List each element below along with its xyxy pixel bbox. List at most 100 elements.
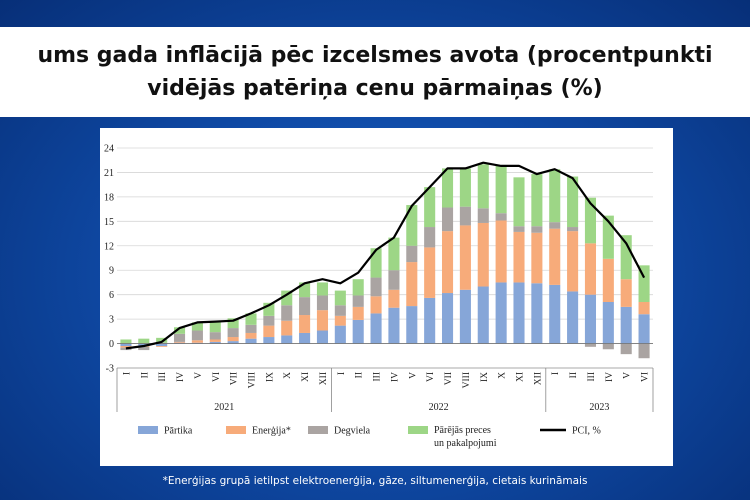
bar-segment-energy — [584, 243, 597, 295]
x-tick-label: VI — [212, 372, 222, 382]
bar-segment-other — [531, 174, 543, 227]
bar-segment-energy — [299, 315, 311, 333]
bar-segment-other — [173, 327, 186, 334]
bar-segment-other — [138, 338, 150, 344]
bar-segment-fuel — [441, 207, 454, 232]
bar-segment-food — [209, 341, 221, 344]
x-tick-label: II — [355, 372, 365, 378]
bar-segment-energy — [513, 231, 525, 283]
bar-segment-food — [316, 330, 329, 344]
bar-segment-food — [245, 338, 257, 344]
legend-label: un pakalpojumi — [434, 438, 497, 449]
bar-segment-fuel — [620, 343, 632, 355]
bar-segment-other — [513, 177, 525, 227]
x-tick-label: III — [373, 372, 383, 382]
bar-segment-fuel — [316, 295, 329, 311]
bar-segment-other — [281, 290, 293, 306]
x-tick-label: XII — [533, 372, 543, 385]
bar-segment-other — [299, 282, 311, 298]
footnote: *Enerģijas grupā ietilpst elektroenerģij… — [162, 475, 588, 487]
x-tick-label: XII — [319, 372, 329, 385]
bar-segment-fuel — [531, 226, 543, 233]
bar-segment-other — [424, 187, 436, 228]
bar-segment-energy — [531, 232, 543, 284]
bar-segment-energy — [281, 320, 293, 336]
x-tick-label: III — [587, 372, 597, 382]
bar-segment-other — [441, 168, 454, 208]
bar-segment-energy — [370, 296, 382, 314]
bar-segment-food — [549, 284, 561, 344]
bar-segment-fuel — [567, 227, 579, 232]
bar-segment-energy — [495, 220, 507, 283]
bar-segment-fuel — [549, 222, 561, 229]
legend-label: PCI, % — [572, 426, 601, 437]
bar-segment-food — [584, 294, 597, 344]
bar-segment-energy — [120, 346, 132, 348]
x-tick-label: XI — [516, 372, 526, 382]
bar-segment-food — [281, 335, 293, 344]
x-tick-label: V — [194, 372, 204, 379]
y-tick-label: 12 — [104, 241, 114, 252]
bar-segment-other — [263, 302, 275, 316]
x-tick-label: II — [569, 372, 579, 378]
x-tick-label: IV — [390, 372, 400, 382]
bar-segment-other — [584, 197, 597, 244]
chart-card: -3 0 3 6 9 12 15 18 21 24 I II III IV V VI VII VIII IX X XI X… — [100, 128, 673, 466]
bar-segment-fuel — [513, 226, 525, 232]
pci-line — [125, 161, 646, 350]
bar-segment-fuel — [245, 324, 257, 333]
legend-swatch-fuel — [308, 426, 328, 434]
y-tick-label: 3 — [109, 315, 114, 326]
bar-segment-energy — [209, 339, 221, 342]
x-tick-label: IV — [605, 372, 615, 382]
legend-label: Pārtika — [164, 426, 193, 437]
x-tick-label: V — [408, 372, 418, 379]
x-tick-label: I — [551, 372, 561, 375]
bar-segment-fuel — [120, 347, 132, 351]
bar-segment-food — [334, 325, 346, 344]
x-tick-label: II — [140, 372, 150, 378]
bar-segment-fuel — [638, 343, 650, 359]
y-tick-label: 24 — [104, 144, 114, 155]
bar-segment-fuel — [459, 206, 471, 226]
bar-segment-fuel — [263, 315, 275, 326]
x-tick-label: I — [122, 372, 132, 375]
bar-segment-energy — [620, 279, 632, 307]
bar-segment-fuel — [334, 305, 346, 316]
bar-segment-fuel — [191, 330, 203, 341]
bar-segment-food — [531, 283, 543, 344]
bar-segment-food — [495, 282, 507, 344]
bar-segment-fuel — [477, 208, 489, 223]
legend-label: Degviela — [334, 426, 371, 437]
chart-title-line-1: ums gada inflācijā pēc izcelsmes avota (… — [37, 43, 713, 68]
bar-segment-fuel — [388, 270, 400, 290]
x-tick-label: VII — [444, 372, 454, 385]
bar-segment-energy — [441, 231, 454, 294]
bar-segment-food — [370, 313, 382, 344]
bar-segment-other — [370, 248, 382, 278]
x-tick-label: X — [498, 372, 508, 379]
bar-segment-food — [388, 307, 400, 344]
bar-segment-food — [513, 282, 525, 344]
bar-segment-energy — [459, 225, 471, 290]
x-tick-label: VIII — [248, 372, 258, 388]
bar-segment-other — [227, 318, 239, 329]
bar-segment-other — [245, 313, 257, 325]
x-tick-label: IX — [480, 372, 490, 382]
bar-segment-fuel — [138, 346, 150, 351]
bar-segment-food — [156, 343, 168, 346]
bar-segment-other — [638, 265, 650, 302]
bar-segment-fuel — [156, 342, 168, 344]
bar-segment-energy — [549, 228, 561, 285]
bar-segment-energy — [352, 306, 364, 320]
bar-segment-other — [549, 169, 561, 223]
bar-segment-food — [299, 332, 311, 344]
bar-segment-food — [441, 293, 454, 344]
bar-segment-food — [352, 319, 364, 344]
bar-segment-food — [227, 341, 239, 344]
y-tick-label: -3 — [106, 364, 114, 375]
bar-segment-food — [406, 306, 418, 344]
x-tick-label: VIII — [462, 372, 472, 388]
year-label: 2022 — [429, 402, 449, 413]
